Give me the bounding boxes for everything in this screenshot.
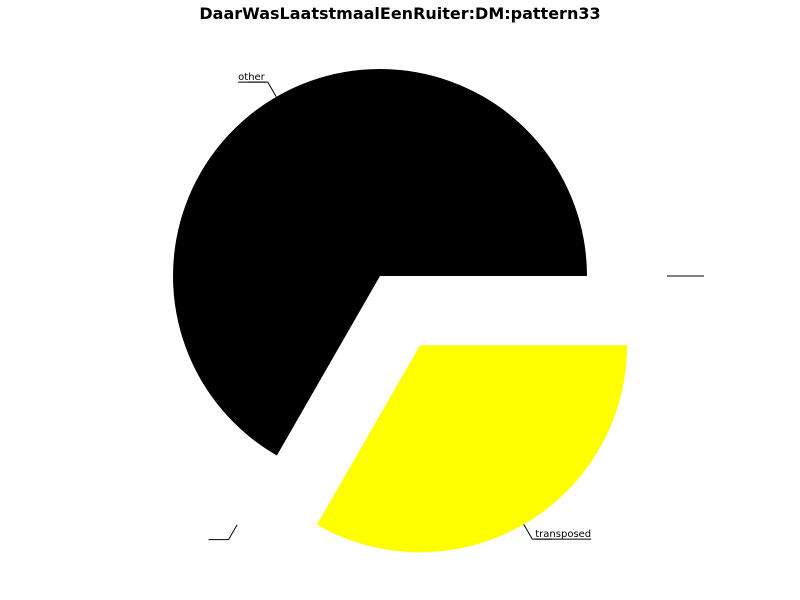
chart-title: DaarWasLaatstmaalEenRuiter:DM:pattern33 — [199, 4, 601, 23]
leader-line-other — [247, 81, 277, 98]
slice-label-transposed: transposed — [535, 529, 591, 540]
leader-line-empty-2 — [208, 524, 238, 541]
slice-label-other: other — [238, 72, 266, 83]
pie-slice-other — [172, 68, 587, 456]
pie-slice-transposed — [316, 345, 628, 553]
